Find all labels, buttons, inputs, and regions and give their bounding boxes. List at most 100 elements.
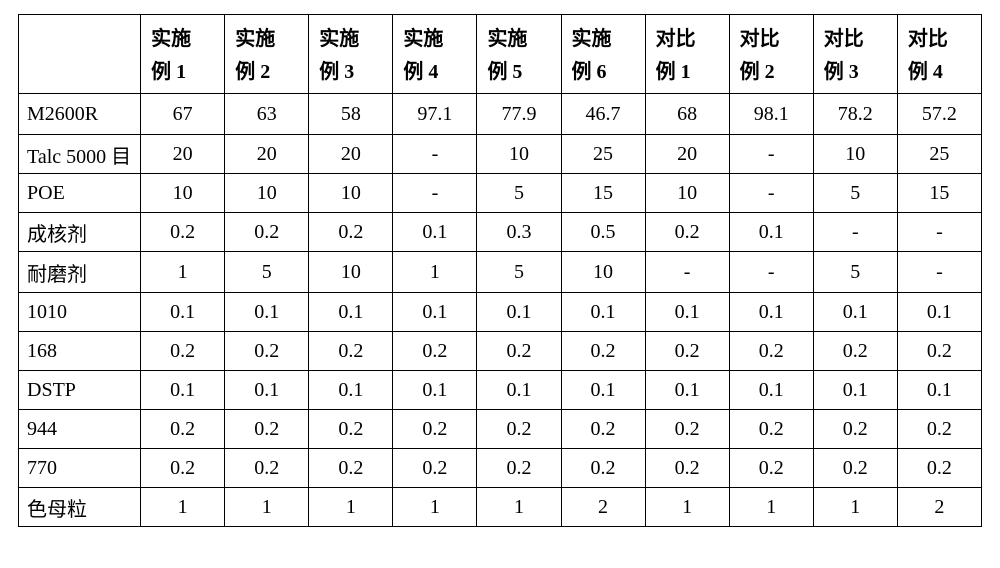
table-cell: 0.2 xyxy=(561,410,645,449)
table-cell: 15 xyxy=(897,174,981,213)
table-cell: 78.2 xyxy=(813,94,897,135)
table-cell: 67 xyxy=(141,94,225,135)
table-cell: 0.2 xyxy=(477,332,561,371)
table-cell: - xyxy=(897,252,981,293)
table-cell: 0.2 xyxy=(645,449,729,488)
table-body: M2600R67635897.177.946.76898.178.257.2Ta… xyxy=(19,94,982,527)
table-cell: - xyxy=(897,213,981,252)
table-cell: 0.2 xyxy=(897,410,981,449)
table-cell: 0.1 xyxy=(393,371,477,410)
table-cell: 0.1 xyxy=(141,293,225,332)
table-cell: 10 xyxy=(309,252,393,293)
table-cell: 0.1 xyxy=(729,293,813,332)
table-cell: 58 xyxy=(309,94,393,135)
table-cell: 0.3 xyxy=(477,213,561,252)
table-cell: 20 xyxy=(645,135,729,174)
table-cell: 1 xyxy=(225,488,309,527)
table-cell: 0.1 xyxy=(393,293,477,332)
table-cell: 0.1 xyxy=(309,293,393,332)
table-cell: 0.1 xyxy=(561,371,645,410)
row-label: 色母粒 xyxy=(19,488,141,527)
header-col-10-l2: 例 4 xyxy=(898,54,981,87)
table-cell: 5 xyxy=(813,174,897,213)
table-cell: 0.2 xyxy=(225,410,309,449)
header-col-8: 对比 例 2 xyxy=(729,15,813,94)
table-cell: 10 xyxy=(477,135,561,174)
table-cell: 5 xyxy=(477,252,561,293)
header-col-7-l1: 对比 xyxy=(646,21,729,54)
table-cell: 0.2 xyxy=(141,410,225,449)
table-cell: 0.2 xyxy=(897,449,981,488)
table-cell: 10 xyxy=(645,174,729,213)
table-cell: 0.2 xyxy=(309,332,393,371)
table-cell: 0.1 xyxy=(225,371,309,410)
table-cell: 0.1 xyxy=(897,293,981,332)
table-cell: 1 xyxy=(729,488,813,527)
row-label: 成核剂 xyxy=(19,213,141,252)
table-row: 7700.20.20.20.20.20.20.20.20.20.2 xyxy=(19,449,982,488)
table-row: M2600R67635897.177.946.76898.178.257.2 xyxy=(19,94,982,135)
table-cell: 20 xyxy=(309,135,393,174)
table-cell: 0.1 xyxy=(393,213,477,252)
header-col-1: 实施 例 1 xyxy=(141,15,225,94)
table-cell: 0.2 xyxy=(645,410,729,449)
header-col-2-l1: 实施 xyxy=(225,21,308,54)
header-col-9-l1: 对比 xyxy=(814,21,897,54)
table-cell: 0.2 xyxy=(561,332,645,371)
table-cell: 0.1 xyxy=(141,371,225,410)
table-cell: 0.2 xyxy=(225,449,309,488)
table-cell: 97.1 xyxy=(393,94,477,135)
table-cell: 1 xyxy=(393,488,477,527)
header-col-4-l2: 例 4 xyxy=(393,54,476,87)
header-col-4: 实施 例 4 xyxy=(393,15,477,94)
table-cell: 0.2 xyxy=(141,449,225,488)
header-col-8-l2: 例 2 xyxy=(730,54,813,87)
table-cell: 0.1 xyxy=(897,371,981,410)
table-cell: 5 xyxy=(477,174,561,213)
table-cell: 10 xyxy=(309,174,393,213)
header-col-3: 实施 例 3 xyxy=(309,15,393,94)
header-col-10-l1: 对比 xyxy=(898,21,981,54)
header-col-3-l2: 例 3 xyxy=(309,54,392,87)
table-cell: 0.2 xyxy=(477,410,561,449)
table-cell: - xyxy=(813,213,897,252)
table-cell: 0.1 xyxy=(225,293,309,332)
header-col-5-l1: 实施 xyxy=(477,21,560,54)
table-cell: 10 xyxy=(561,252,645,293)
table-cell: 0.1 xyxy=(477,293,561,332)
table-cell: 0.2 xyxy=(477,449,561,488)
table-cell: 10 xyxy=(813,135,897,174)
table-cell: - xyxy=(729,174,813,213)
row-label: 1010 xyxy=(19,293,141,332)
table-cell: 0.2 xyxy=(813,410,897,449)
header-col-1-l1: 实施 xyxy=(141,21,224,54)
table-cell: 0.2 xyxy=(225,332,309,371)
table-cell: 0.1 xyxy=(561,293,645,332)
table-cell: - xyxy=(393,135,477,174)
header-col-2-l2: 例 2 xyxy=(225,54,308,87)
header-col-9-l2: 例 3 xyxy=(814,54,897,87)
table-cell: 0.5 xyxy=(561,213,645,252)
table-header-row: 实施 例 1 实施 例 2 实施 例 3 实施 例 4 实施 例 5 xyxy=(19,15,982,94)
table-cell: 1 xyxy=(141,252,225,293)
table-cell: 1 xyxy=(309,488,393,527)
table-cell: 0.2 xyxy=(393,449,477,488)
table-cell: 1 xyxy=(141,488,225,527)
row-label: 944 xyxy=(19,410,141,449)
header-col-10: 对比 例 4 xyxy=(897,15,981,94)
table-row: 色母粒1111121112 xyxy=(19,488,982,527)
header-col-3-l1: 实施 xyxy=(309,21,392,54)
table-cell: 98.1 xyxy=(729,94,813,135)
table-cell: 25 xyxy=(897,135,981,174)
table-cell: 0.2 xyxy=(393,410,477,449)
table-cell: 1 xyxy=(477,488,561,527)
table-cell: 10 xyxy=(225,174,309,213)
table-cell: 1 xyxy=(393,252,477,293)
table-cell: 1 xyxy=(645,488,729,527)
table-cell: - xyxy=(729,252,813,293)
table-row: 9440.20.20.20.20.20.20.20.20.20.2 xyxy=(19,410,982,449)
table-row: DSTP0.10.10.10.10.10.10.10.10.10.1 xyxy=(19,371,982,410)
table-cell: 1 xyxy=(813,488,897,527)
table-cell: 25 xyxy=(561,135,645,174)
row-label: POE xyxy=(19,174,141,213)
